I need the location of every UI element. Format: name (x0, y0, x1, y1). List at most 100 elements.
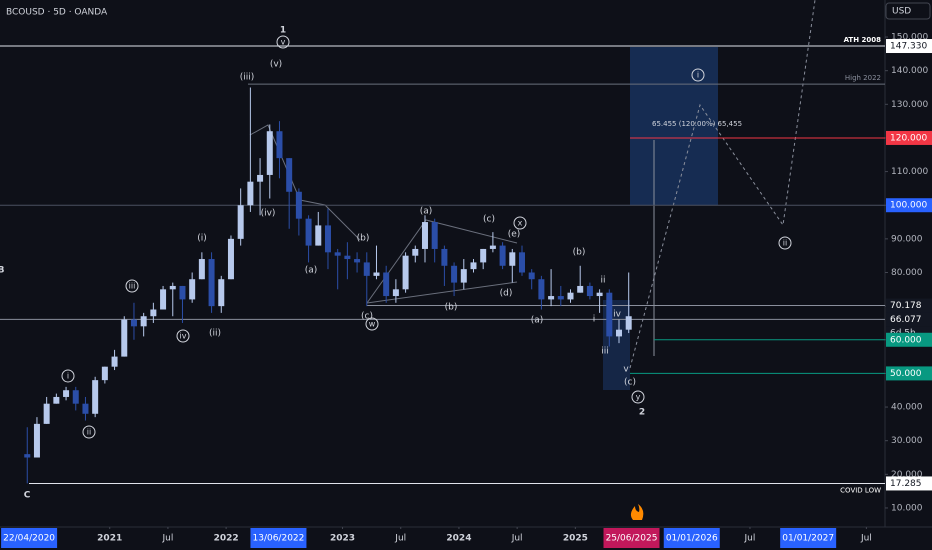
candle-body (616, 329, 623, 337)
candle-body (121, 319, 128, 357)
price-tag (886, 298, 932, 313)
candle-body (53, 396, 60, 404)
candle-body (198, 259, 205, 280)
wave-label: (b) (445, 303, 458, 313)
y-tick-label: 140.000 (891, 66, 928, 76)
candle-body (82, 403, 89, 414)
wave-label: i (593, 315, 596, 325)
price-tag-label: 50.000 (890, 369, 922, 379)
wave-label: C (24, 491, 31, 501)
wave-label: (c) (624, 378, 636, 388)
date-mark-label: 01/01/2027 (782, 534, 834, 544)
wave-label: (e) (508, 230, 521, 240)
price-tag (886, 130, 932, 145)
candle-body (324, 225, 331, 253)
wave-label: iv (180, 332, 187, 341)
y-tick-label: 90.000 (891, 234, 923, 244)
candle-body (305, 218, 312, 246)
candle-body (334, 252, 341, 256)
candle-body (412, 248, 419, 256)
y-tick-label: 40.000 (891, 403, 923, 413)
date-mark-label: 22/04/2020 (3, 534, 55, 544)
candle-body (92, 380, 99, 414)
candle-body (130, 319, 137, 327)
candle-body (548, 296, 555, 300)
candle-body (179, 285, 186, 300)
wave-label: iii (601, 347, 609, 357)
wave-label: (a) (420, 207, 433, 217)
price-tag-label: 147.330 (890, 42, 927, 52)
fire-icon (630, 504, 644, 520)
wave-label: 2 (639, 408, 645, 418)
wave-label: iii (129, 282, 136, 291)
price-tag-label: 60.000 (890, 335, 922, 345)
level-name: COVID LOW (840, 486, 881, 494)
candle-body (72, 390, 79, 404)
candle-body (257, 174, 264, 182)
price-tag-label: 100.000 (890, 201, 927, 211)
wave-label: i (67, 372, 69, 381)
candle-body (489, 245, 496, 249)
candle-body (383, 272, 390, 297)
candle-body (509, 252, 516, 266)
currency-box[interactable] (885, 2, 931, 20)
candle-body (227, 238, 234, 280)
x-tick-label: 2023 (330, 534, 355, 544)
currency[interactable]: USD (892, 7, 911, 17)
wave-label: (b) (357, 234, 370, 244)
price-tag (886, 476, 932, 491)
wave-label: (b) (573, 248, 586, 258)
wave-label: ii (600, 276, 605, 286)
wave-label: ii (783, 239, 787, 248)
candle-body (247, 181, 254, 206)
wave-label: v (623, 365, 629, 375)
candle-body (460, 269, 467, 283)
candle-body (33, 423, 40, 458)
candle-body (402, 255, 409, 290)
level-name: High 2022 (845, 74, 881, 82)
candle-body (43, 403, 50, 424)
price-tag-label: 66.077 (890, 315, 922, 325)
annotation-circle (691, 68, 705, 82)
annotation-circle (631, 390, 645, 404)
wave-label: (c) (361, 312, 373, 322)
candle-body (160, 289, 167, 310)
candle-body (140, 316, 147, 327)
candle-body (528, 272, 535, 280)
wave-label: iv (613, 310, 622, 320)
wave-label: 1 (280, 26, 286, 36)
date-mark (250, 528, 307, 548)
candle-body (421, 222, 428, 249)
annotation-circle (61, 369, 75, 383)
candle-body (189, 279, 196, 300)
wave-label: v (281, 38, 286, 47)
price-tag (886, 198, 932, 213)
level-name: ATH 2008 (844, 36, 882, 44)
price-tag (886, 366, 932, 381)
wave-label: (d) (500, 289, 513, 299)
y-tick-label: 30.000 (891, 436, 923, 446)
wave-label: w (369, 320, 376, 329)
y-tick-label: 20.000 (891, 470, 923, 480)
candle-body (276, 131, 283, 159)
wave-label: (iv) (261, 209, 276, 219)
annotation-circle (176, 329, 190, 343)
annotation-circle (778, 236, 792, 250)
candle-body (63, 390, 70, 397)
candle-body (344, 255, 351, 260)
x-tick-label: Jul (860, 534, 872, 544)
candle-body (577, 285, 584, 293)
candle-body (169, 285, 176, 290)
date-mark-label: 25/06/2025 (606, 534, 658, 544)
candle-body (606, 292, 613, 337)
candle-body (208, 259, 215, 307)
annotation-circle (125, 279, 139, 293)
candle-body (295, 191, 302, 219)
candle-body (237, 205, 244, 239)
annotation-circle (276, 35, 290, 49)
price-tag-label: 17.285 (890, 479, 922, 489)
y-tick-label: 10.000 (891, 503, 923, 513)
x-tick-label: 2021 (97, 534, 122, 544)
wave-label: x (518, 219, 523, 228)
